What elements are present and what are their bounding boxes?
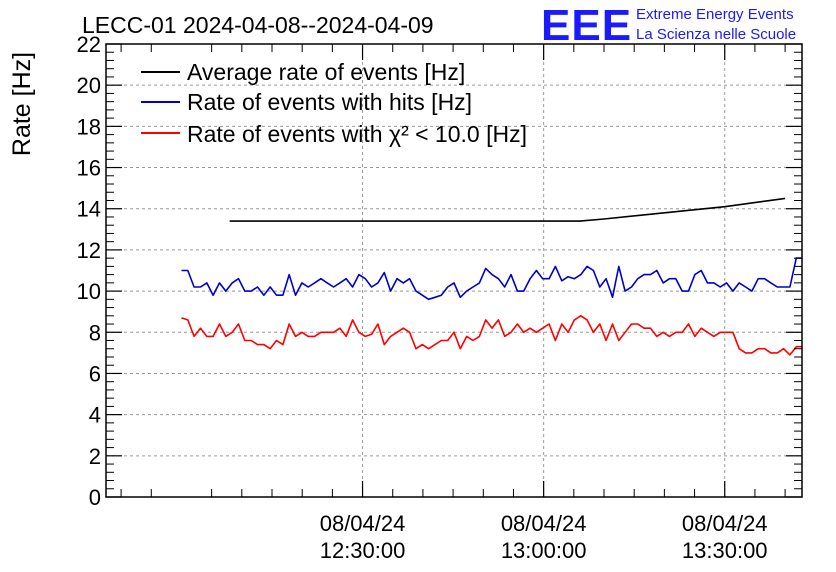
x-tick-time-label: 13:30:00: [682, 538, 768, 563]
y-tick-label: 0: [89, 485, 101, 510]
y-tick-label: 10: [77, 279, 101, 304]
y-tick-label: 16: [77, 156, 101, 181]
y-tick-label: 4: [89, 403, 101, 428]
eee-logo-line2: La Scienza nelle Scuole: [636, 26, 796, 43]
series-line-chi2-rate: [181, 314, 803, 356]
y-tick-label: 6: [89, 361, 101, 386]
y-tick-label: 22: [77, 32, 101, 57]
x-tick-time-label: 12:30:00: [320, 538, 406, 563]
x-tick-date-label: 08/04/24: [320, 511, 406, 536]
series-layer: [181, 197, 803, 356]
x-tick-date-label: 08/04/24: [501, 511, 587, 536]
series-line-average-rate: [229, 197, 786, 222]
plot-frame: [105, 43, 803, 498]
chart-title: LECC-01 2024-04-08--2024-04-09: [82, 12, 434, 38]
y-tick-label: 20: [77, 73, 101, 98]
legend-label-chi2: Rate of events with χ² < 10.0 [Hz]: [187, 121, 527, 147]
y-tick-label: 2: [89, 444, 101, 469]
eee-logo-line1: Extreme Energy Events: [636, 6, 794, 23]
eee-logo-mark: EEE: [541, 1, 632, 50]
legend-label-average: Average rate of events [Hz]: [187, 59, 465, 85]
x-tick-time-label: 13:00:00: [501, 538, 587, 563]
y-axis-label: Rate [Hz]: [8, 52, 36, 156]
y-tick-label: 14: [77, 197, 101, 222]
eee-logo: EEE Extreme Energy Events La Scienza nel…: [541, 1, 796, 50]
y-tick-label: 12: [77, 238, 101, 263]
series-line-hits-rate: [181, 257, 803, 301]
x-tick-date-label: 08/04/24: [682, 511, 768, 536]
y-tick-label: 8: [89, 320, 101, 345]
axes: 024681012141618202208/04/2412:30:0008/04…: [77, 32, 803, 563]
legend: Average rate of events [Hz] Rate of even…: [141, 59, 527, 147]
legend-label-hits: Rate of events with hits [Hz]: [187, 89, 472, 115]
y-tick-label: 18: [77, 114, 101, 139]
